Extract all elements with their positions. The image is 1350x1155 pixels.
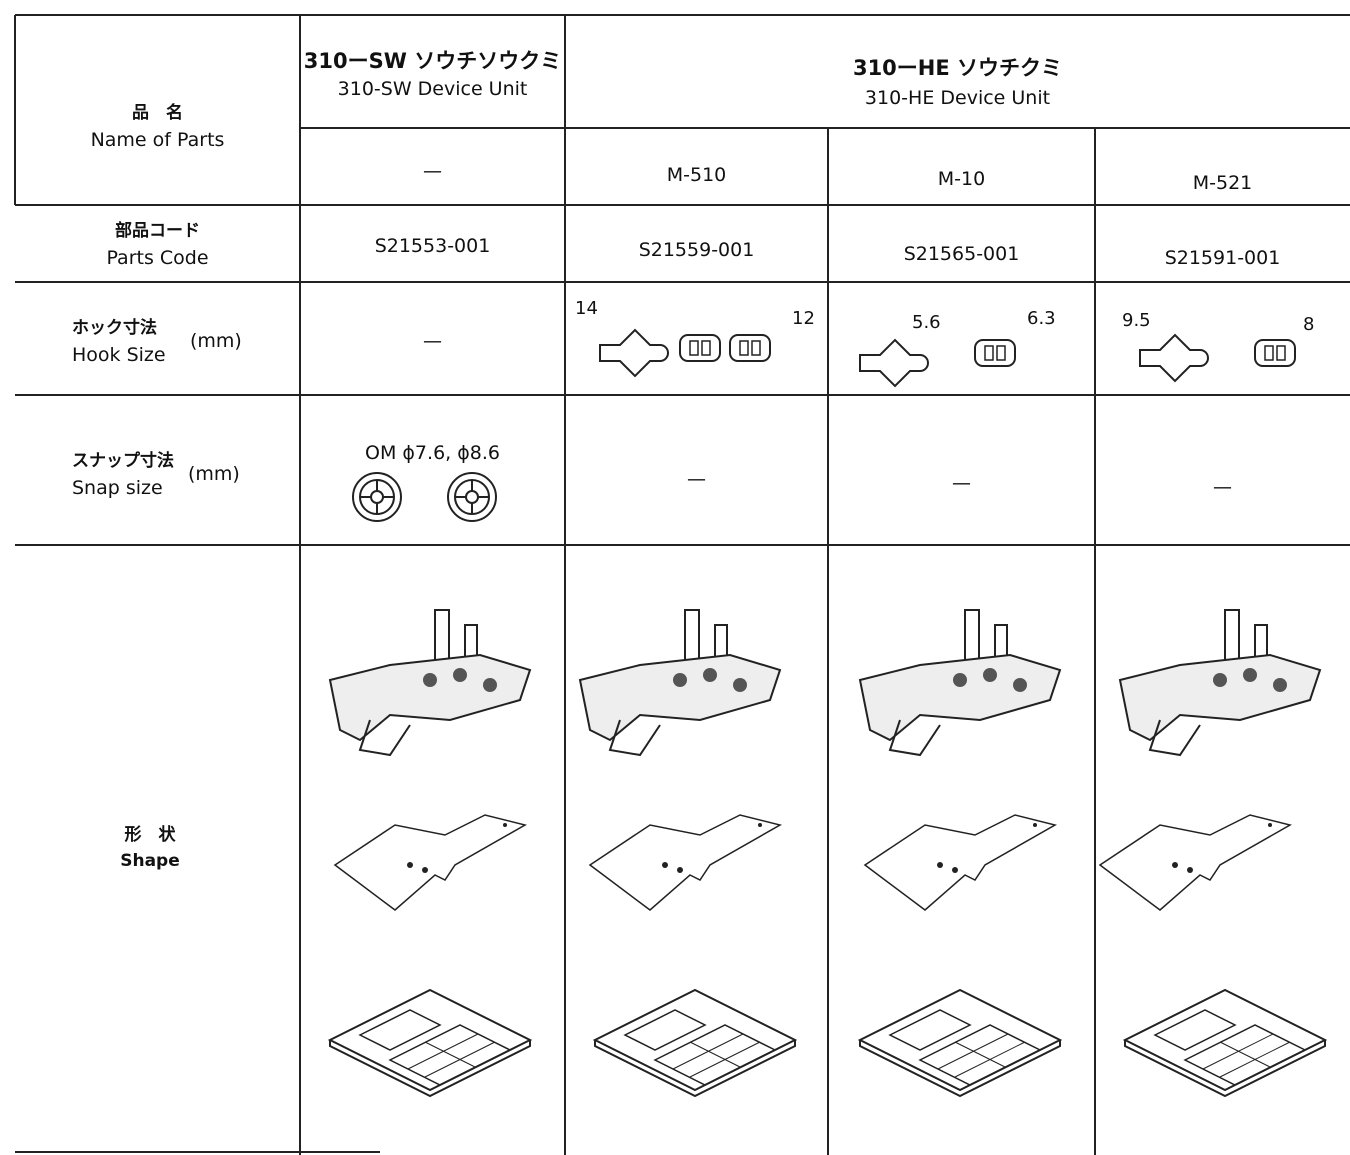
snap-size: — xyxy=(952,472,971,494)
row-header-ja: 品 名 xyxy=(132,103,183,123)
group-subtitle: 310-HE Device Unit xyxy=(864,87,1051,109)
group-title: 310ーSW ソウチソウクミ xyxy=(303,49,562,73)
row-header-ja: 形 状 xyxy=(124,825,176,845)
row-header-ja: 部品コード xyxy=(115,221,200,241)
hook-dim: 8 xyxy=(1303,314,1315,335)
parts-code: S21559-001 xyxy=(638,239,755,261)
row-header-en: Snap size xyxy=(72,477,163,499)
model: M-10 xyxy=(937,168,986,190)
model: M-521 xyxy=(1192,172,1253,194)
group-title: 310ーHE ソウチクミ xyxy=(852,56,1063,80)
row-header-en: Shape xyxy=(120,851,180,871)
parts-code: S21553-001 xyxy=(374,235,491,257)
group-subtitle: 310-SW Device Unit xyxy=(337,78,528,100)
hook-dim: 12 xyxy=(792,308,815,329)
hook-size: — xyxy=(423,330,442,352)
unit: (mm) xyxy=(190,330,242,352)
row-header-ja: ホック寸法 xyxy=(72,318,157,338)
parts-code: S21591-001 xyxy=(1164,247,1281,269)
hook-dim: 6.3 xyxy=(1027,308,1056,329)
row-header-en: Parts Code xyxy=(106,247,209,269)
row-header-ja: スナップ寸法 xyxy=(72,451,174,471)
snap-size: — xyxy=(1213,476,1232,498)
hook-dim: 14 xyxy=(575,298,598,319)
hook-dim: 5.6 xyxy=(912,312,941,333)
hook-dim: 9.5 xyxy=(1122,310,1151,331)
snap-size: OM ϕ7.6, ϕ8.6 xyxy=(365,442,500,464)
snap-size: — xyxy=(687,468,706,490)
model: — xyxy=(423,160,442,182)
parts-code: S21565-001 xyxy=(903,243,1020,265)
model: M-510 xyxy=(666,164,727,186)
row-header-en: Name of Parts xyxy=(90,129,225,151)
row-header-en: Hook Size xyxy=(72,344,166,366)
unit: (mm) xyxy=(188,463,240,485)
